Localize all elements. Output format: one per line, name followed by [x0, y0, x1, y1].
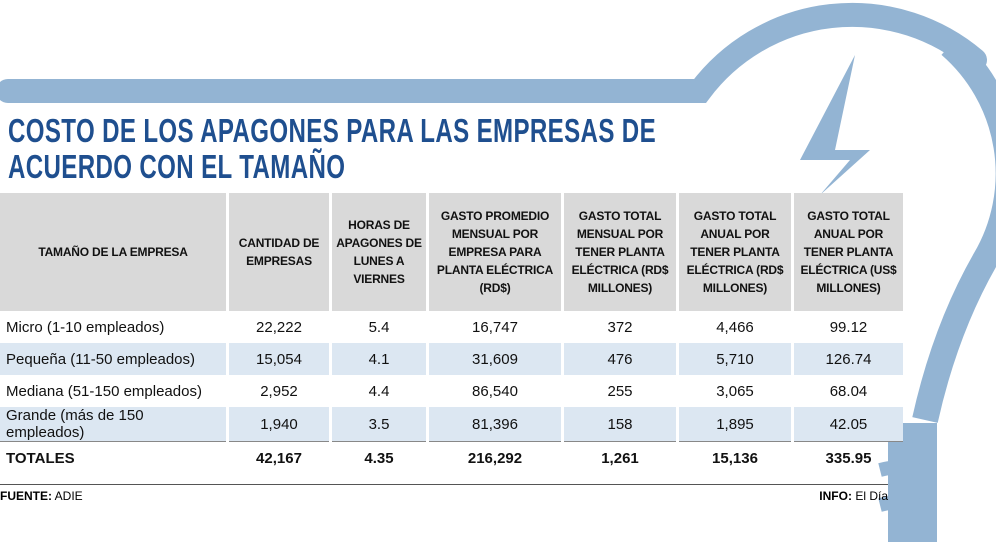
row-label: Mediana (51-150 empleados) — [6, 382, 202, 400]
row-label: Micro (1-10 empleados) — [6, 318, 165, 336]
table-row: TOTALES 42,167 4.35 216,292 1,261 15,136 335.9… — [0, 441, 903, 474]
cell: 335.95 — [794, 441, 903, 474]
table-row: Pequeña (11-50 empleados) 15,054 4.1 31,609… — [0, 343, 903, 375]
title-line: COSTO DE LOS APAGONES PARA LAS EMPRESAS … — [8, 112, 657, 149]
source-label: FUENTE: — [0, 489, 52, 503]
cell: 372 — [607, 318, 633, 336]
cell: 22,222 — [256, 318, 302, 336]
cell: 1,895 — [679, 407, 791, 441]
row-label: Pequeña (11-50 empleados) — [0, 343, 226, 375]
cell: 1,940 — [229, 407, 329, 441]
footer: FUENTE: ADIE INFO: El Día — [0, 484, 888, 503]
cell: 86,540 — [472, 382, 518, 400]
cell: 158 — [564, 407, 676, 441]
cell: 3.5 — [332, 407, 426, 441]
info-label: INFO: — [819, 489, 852, 503]
lightning-bolt — [800, 55, 870, 195]
row-label: TOTALES — [0, 441, 226, 474]
column-header: TAMAÑO DE LA EMPRESA — [0, 193, 226, 311]
column-header: GASTO TOTAL MENSUAL POR TENER PLANTA ELÉ… — [564, 193, 676, 311]
cell: 255 — [607, 382, 633, 400]
table-row: Grande (más de 150 empleados) 1,940 3.5 81,… — [0, 407, 903, 441]
cell: 4.1 — [332, 343, 426, 375]
column-header: CANTIDAD DE EMPRESAS — [229, 193, 329, 311]
cell: 42.05 — [794, 407, 903, 441]
cell: 31,609 — [429, 343, 561, 375]
cell: 476 — [564, 343, 676, 375]
cell: 16,747 — [472, 318, 518, 336]
table-row: Micro (1-10 empleados) 22,222 5.4 16,747 372… — [0, 311, 903, 343]
cell: 2,952 — [260, 382, 298, 400]
cell: 5,710 — [679, 343, 791, 375]
column-header: HORAS DE APAGONES DE LUNES A VIERNES — [332, 193, 426, 311]
cell: 5.4 — [368, 318, 390, 336]
cell: 1,261 — [564, 441, 676, 474]
cell: 3,065 — [716, 382, 754, 400]
cell: 4.4 — [368, 382, 390, 400]
source: ADIE — [54, 489, 83, 503]
column-header: GASTO TOTAL ANUAL POR TENER PLANTA ELÉCT… — [794, 193, 903, 311]
cell: 15,136 — [679, 441, 791, 474]
bulb-outline — [0, 2, 987, 103]
cell: 99.12 — [829, 318, 868, 336]
footer-source: FUENTE: ADIE — [0, 489, 83, 503]
header-row: TAMAÑO DE LA EMPRESA CANTIDAD DE EMPRESAS… — [0, 193, 903, 311]
column-header: GASTO TOTAL ANUAL POR TENER PLANTA ELÉCT… — [679, 193, 791, 311]
footer-info: INFO: El Día — [819, 489, 888, 503]
cell: 4,466 — [716, 318, 754, 336]
title-line: ACUERDO CON EL TAMAÑO — [8, 148, 346, 185]
data-table: TAMAÑO DE LA EMPRESA CANTIDAD DE EMPRESAS… — [0, 193, 906, 474]
info: El Día — [855, 489, 888, 503]
table-row: Mediana (51-150 empleados) 2,952 4.4 86,540… — [0, 375, 903, 407]
cell: 42,167 — [229, 441, 329, 474]
cell: 4.35 — [332, 441, 426, 474]
column-header: GASTO PROMEDIO MENSUAL POR EMPRESA PARA … — [429, 193, 561, 311]
bulb-outline — [912, 35, 996, 423]
cell: 68.04 — [829, 382, 868, 400]
cell: 15,054 — [229, 343, 329, 375]
bulb-base — [878, 423, 937, 542]
cell: 216,292 — [429, 441, 561, 474]
cell: 126.74 — [794, 343, 903, 375]
cell: 81,396 — [429, 407, 561, 441]
row-label: Grande (más de 150 empleados) — [0, 407, 226, 441]
